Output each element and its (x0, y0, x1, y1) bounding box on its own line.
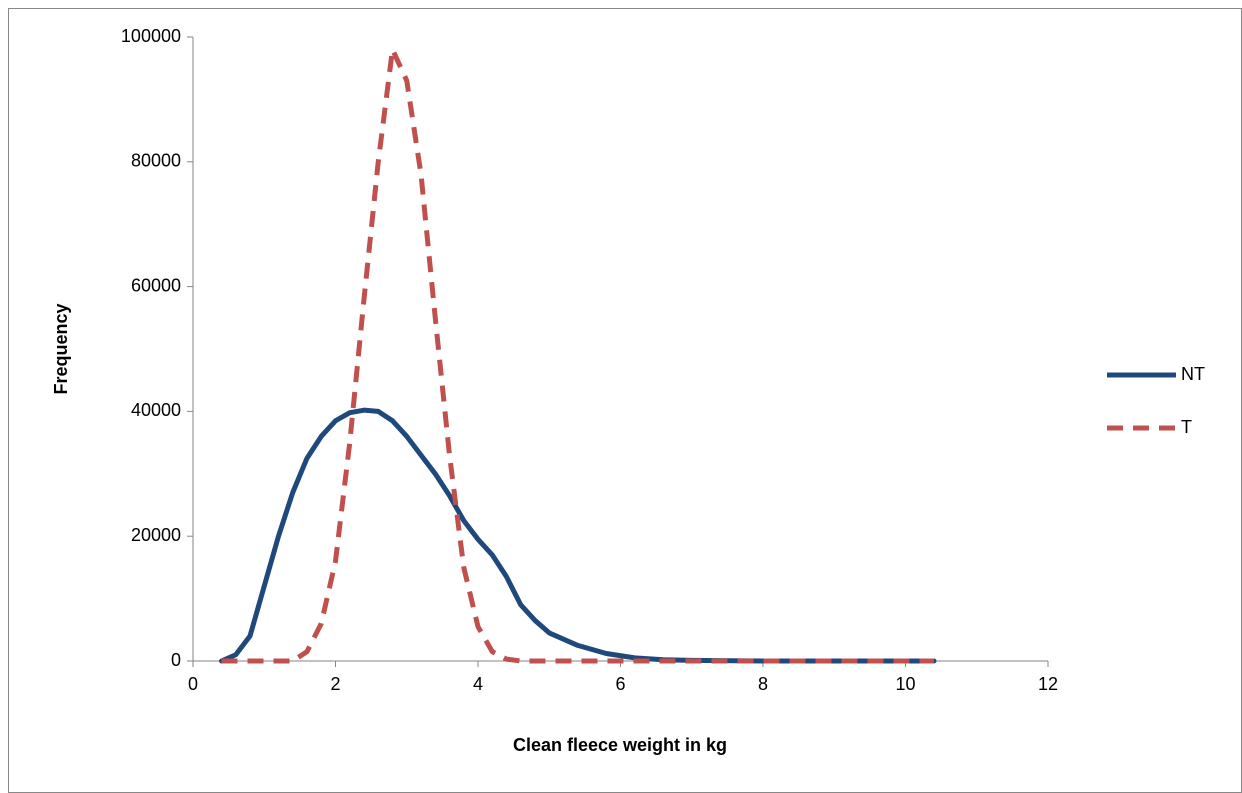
x-axis-title: Clean fleece weight in kg (513, 735, 727, 755)
x-tick-label: 2 (330, 674, 340, 694)
chart-frame (8, 8, 1242, 793)
x-tick-label: 0 (188, 674, 198, 694)
x-tick-label: 6 (615, 674, 625, 694)
y-tick-label: 80000 (131, 151, 181, 171)
y-tick-label: 60000 (131, 275, 181, 295)
y-tick-label: 0 (171, 650, 181, 670)
series-line (221, 46, 934, 664)
y-tick-label: 100000 (121, 26, 181, 46)
x-tick-label: 12 (1038, 674, 1058, 694)
y-tick-label: 40000 (131, 400, 181, 420)
x-tick-label: 10 (895, 674, 915, 694)
y-axis-title: Frequency (51, 303, 71, 394)
legend-label: T (1181, 417, 1192, 437)
series-line (219, 407, 937, 664)
x-tick-label: 8 (758, 674, 768, 694)
x-tick-label: 4 (473, 674, 483, 694)
legend-label: NT (1181, 364, 1205, 384)
y-tick-label: 20000 (131, 525, 181, 545)
